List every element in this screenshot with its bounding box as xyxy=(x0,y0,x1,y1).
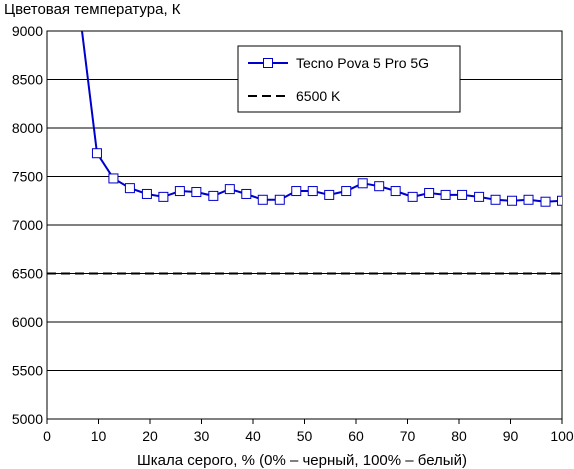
data-point xyxy=(474,191,485,202)
data-point xyxy=(124,183,135,194)
data-point xyxy=(357,178,368,189)
data-point xyxy=(274,194,285,205)
data-point xyxy=(457,189,468,200)
y-tick-label: 5500 xyxy=(12,363,43,379)
x-tick-label: 40 xyxy=(245,428,261,444)
y-tick-label: 5000 xyxy=(12,411,43,427)
plot-area: 5000 5500 6000 6500 7000 7500 8000 8500 9000 0 10 2… xyxy=(12,23,574,444)
data-point xyxy=(507,195,518,206)
data-point xyxy=(241,188,252,199)
x-tick-label: 100 xyxy=(550,428,574,444)
data-point xyxy=(91,148,102,159)
x-tick-label: 80 xyxy=(451,428,467,444)
data-point xyxy=(191,187,202,198)
data-point xyxy=(523,194,534,205)
y-tick-label: 7500 xyxy=(12,169,43,185)
legend-label: 6500 K xyxy=(296,88,341,104)
x-tick-label: 30 xyxy=(194,428,210,444)
series-group xyxy=(47,31,562,275)
y-tick-label: 7000 xyxy=(12,217,43,233)
data-point xyxy=(208,190,219,201)
x-axis-title: Шкала серого, % (0% – черный, 100% – бел… xyxy=(137,452,467,469)
data-point xyxy=(158,191,169,202)
data-point xyxy=(174,186,185,197)
data-point xyxy=(324,189,335,200)
data-point xyxy=(108,173,119,184)
x-tick-label: 10 xyxy=(91,428,107,444)
x-tick-label: 60 xyxy=(348,428,364,444)
data-point xyxy=(407,191,418,202)
data-point xyxy=(374,181,385,192)
data-point xyxy=(257,194,268,205)
y-tick-label: 6000 xyxy=(12,314,43,330)
x-tick-label: 50 xyxy=(297,428,313,444)
y-tick-label: 6500 xyxy=(12,266,43,282)
y-tick-label: 8000 xyxy=(12,120,43,136)
data-point xyxy=(224,184,235,195)
x-tick-label: 90 xyxy=(503,428,519,444)
data-point xyxy=(341,186,352,197)
legend-marker xyxy=(263,58,273,68)
y-tick-label: 8500 xyxy=(12,72,43,88)
data-point xyxy=(141,188,152,199)
y-tick-label: 9000 xyxy=(12,23,43,39)
legend: Tecno Pova 5 Pro 5G 6500 K xyxy=(237,45,461,113)
legend-box xyxy=(237,45,461,113)
data-point xyxy=(390,186,401,197)
data-point xyxy=(307,186,318,197)
y-axis-title: Цветовая температура, К xyxy=(4,1,181,18)
legend-label: Tecno Pova 5 Pro 5G xyxy=(296,55,429,71)
x-tick-label: 70 xyxy=(400,428,416,444)
data-point xyxy=(440,189,451,200)
data-point xyxy=(557,195,562,206)
x-tick-label: 20 xyxy=(142,428,158,444)
data-point xyxy=(540,196,551,207)
data-point xyxy=(424,187,435,198)
data-point xyxy=(291,186,302,197)
data-point xyxy=(490,194,501,205)
x-tick-label: 0 xyxy=(43,428,51,444)
